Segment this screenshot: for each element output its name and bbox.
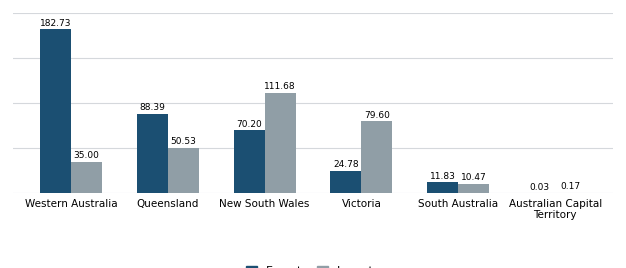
- Legend: Exports, Imports: Exports, Imports: [242, 262, 384, 268]
- Bar: [361, 121, 393, 193]
- Bar: [458, 184, 490, 193]
- Text: 11.83: 11.83: [430, 172, 456, 181]
- Text: 24.78: 24.78: [333, 160, 359, 169]
- Text: 50.53: 50.53: [170, 137, 196, 146]
- Text: 88.39: 88.39: [139, 103, 165, 112]
- Bar: [331, 171, 361, 193]
- Text: 0.17: 0.17: [561, 183, 581, 191]
- Bar: [233, 130, 265, 193]
- Bar: [265, 93, 295, 193]
- Bar: [40, 29, 71, 193]
- Bar: [71, 162, 102, 193]
- Bar: [168, 148, 198, 193]
- Text: 70.20: 70.20: [236, 120, 262, 129]
- Text: 35.00: 35.00: [73, 151, 100, 160]
- Text: 182.73: 182.73: [39, 18, 71, 28]
- Bar: [428, 182, 458, 193]
- Text: 79.60: 79.60: [364, 111, 390, 120]
- Text: 10.47: 10.47: [461, 173, 486, 182]
- Bar: [136, 114, 168, 193]
- Text: 0.03: 0.03: [530, 183, 550, 192]
- Text: 111.68: 111.68: [264, 82, 296, 91]
